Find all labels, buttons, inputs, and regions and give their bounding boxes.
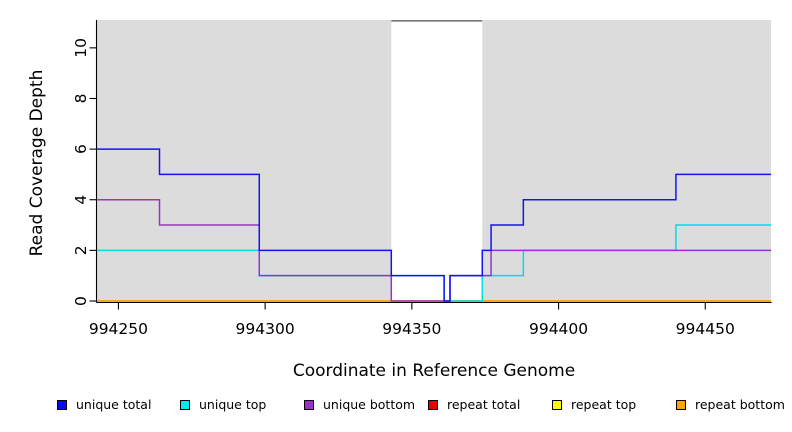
y-tick-label: 8 bbox=[72, 94, 90, 104]
x-tick-label: 994300 bbox=[236, 320, 295, 338]
y-tick-label: 2 bbox=[72, 245, 90, 255]
y-tick-label: 4 bbox=[72, 195, 90, 205]
x-tick-label: 994400 bbox=[529, 320, 588, 338]
x-axis-title: Coordinate in Reference Genome bbox=[292, 361, 576, 381]
shaded-region-left bbox=[97, 20, 392, 302]
series-line-unique-bottom bbox=[97, 198, 771, 302]
y-tick-label: 0 bbox=[72, 296, 90, 306]
x-tick-label: 994250 bbox=[89, 320, 148, 338]
shaded-region-right bbox=[482, 20, 771, 302]
y-axis-title: Read Coverage Depth bbox=[27, 69, 47, 257]
x-tick-label: 994350 bbox=[382, 320, 441, 338]
series-line-unique-total bbox=[97, 148, 771, 302]
y-tick-label: 6 bbox=[72, 144, 90, 154]
y-tick-label: 10 bbox=[72, 38, 90, 58]
x-tick-label: 994450 bbox=[676, 320, 735, 338]
